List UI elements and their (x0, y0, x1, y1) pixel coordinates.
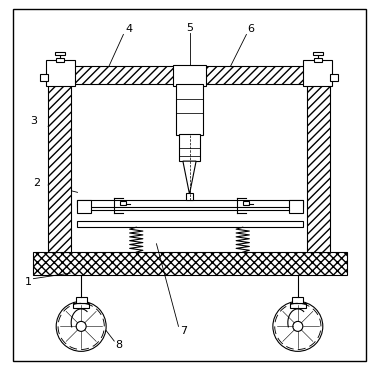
Bar (46, 60, 75, 86)
Bar (313, 52, 323, 56)
Bar (290, 303, 305, 307)
Bar (330, 74, 338, 81)
Bar (179, 134, 200, 161)
Text: 1: 1 (24, 277, 31, 287)
Bar (55, 52, 65, 56)
Bar (314, 58, 322, 62)
Circle shape (56, 302, 106, 351)
Bar (71, 66, 307, 84)
Circle shape (76, 322, 86, 332)
Bar (173, 64, 206, 86)
Bar (307, 83, 330, 252)
Bar (303, 60, 332, 86)
Bar (293, 297, 303, 303)
Bar (77, 221, 303, 227)
Bar (74, 303, 89, 307)
Circle shape (293, 322, 303, 332)
Bar (186, 193, 193, 200)
Text: 5: 5 (186, 23, 193, 33)
Text: 3: 3 (30, 116, 37, 126)
Text: 4: 4 (125, 24, 133, 34)
Bar (243, 201, 249, 205)
Text: 7: 7 (180, 326, 187, 336)
Bar (77, 201, 303, 207)
Bar (175, 84, 204, 135)
Circle shape (273, 302, 323, 351)
Bar (48, 83, 71, 252)
Bar (290, 201, 303, 213)
Bar (56, 58, 64, 62)
Polygon shape (183, 161, 196, 194)
Bar (121, 201, 126, 205)
Bar (76, 297, 86, 303)
Bar (77, 201, 91, 213)
Text: 6: 6 (248, 24, 255, 34)
Text: 8: 8 (116, 340, 122, 350)
Text: 2: 2 (33, 178, 41, 188)
Bar (33, 252, 348, 275)
Bar (40, 74, 48, 81)
